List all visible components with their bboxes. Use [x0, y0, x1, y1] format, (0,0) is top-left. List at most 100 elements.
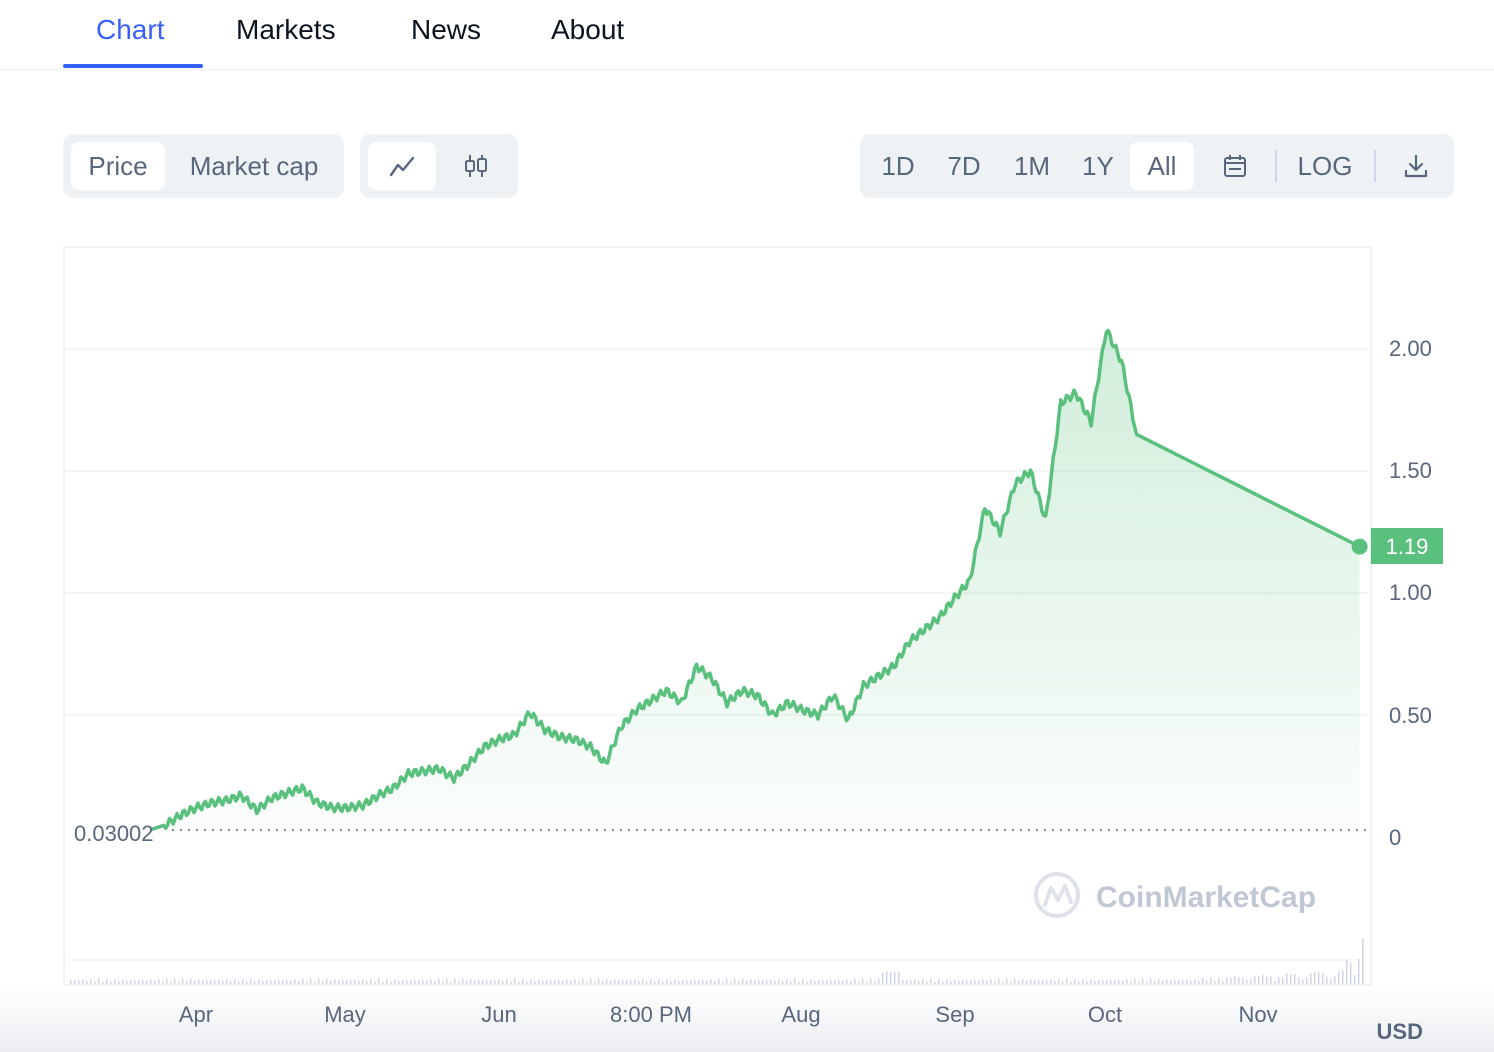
volume-bar [762, 979, 764, 984]
volume-bar [758, 979, 760, 984]
volume-bar [862, 979, 864, 984]
chart-type-toggle [360, 134, 518, 198]
volume-bar [494, 980, 496, 984]
volume-bar [1214, 980, 1216, 984]
volume-bar [1186, 979, 1188, 984]
volume-bar [470, 979, 472, 984]
volume-bar [1066, 979, 1068, 984]
volume-bar [1078, 981, 1080, 984]
volume-bar [70, 979, 72, 984]
volume-bar [506, 979, 508, 984]
volume-bar [1002, 981, 1004, 984]
volume-bar [1166, 979, 1168, 984]
volume-bar [670, 981, 672, 984]
volume-bar [358, 980, 360, 984]
x-tick-label: Jun [481, 1002, 516, 1027]
volume-bar [1070, 981, 1072, 984]
volume-bar [594, 981, 596, 984]
volume-bar [1270, 976, 1272, 984]
tab-news[interactable]: News [411, 14, 482, 45]
volume-bar [446, 979, 448, 984]
y-tick-label: 1.00 [1389, 580, 1432, 605]
volume-bar [874, 981, 876, 984]
log-scale-button[interactable]: LOG [1297, 151, 1353, 181]
volume-bar [198, 979, 200, 984]
volume-bar [730, 981, 732, 984]
volume-bar [906, 979, 908, 984]
tab-markets[interactable]: Markets [236, 14, 336, 45]
download-button[interactable] [1386, 142, 1446, 190]
volume-bar [334, 979, 336, 984]
volume-bar [170, 981, 172, 984]
tab-chart[interactable]: Chart [96, 14, 165, 45]
line-chart-button[interactable] [368, 142, 436, 190]
volume-bar [682, 979, 684, 984]
volume-bar [190, 979, 192, 984]
volume-bar [1322, 973, 1324, 984]
volume-bar [206, 979, 208, 984]
range-1m-button[interactable]: 1M [1013, 151, 1051, 181]
volume-bar [930, 979, 932, 984]
volume-bar [1358, 958, 1360, 984]
volume-bar [706, 980, 708, 984]
volume-bar [1114, 980, 1116, 984]
volume-bar [186, 981, 188, 984]
volume-bar [742, 979, 744, 984]
x-tick-label: Nov [1238, 1002, 1277, 1027]
bottom-shade [0, 986, 1494, 1052]
volume-bar [158, 979, 160, 984]
range-all-button[interactable]: All [1130, 142, 1194, 190]
tab-about[interactable]: About [551, 14, 625, 45]
volume-bar [106, 979, 108, 984]
candlestick-button[interactable] [442, 142, 510, 190]
volume-bar [1238, 977, 1240, 984]
range-1y-button[interactable]: 1Y [1082, 151, 1114, 181]
volume-bar [126, 980, 128, 984]
volume-bar [166, 979, 168, 984]
range-toolbar: 1D 7D 1M 1Y All LOG [860, 134, 1454, 198]
volume-bar [534, 980, 536, 984]
volume-bar [234, 979, 236, 984]
volume-bar [754, 980, 756, 984]
volume-bar [406, 980, 408, 984]
y-tick-label: 1.50 [1389, 458, 1432, 483]
volume-bar [674, 979, 676, 984]
volume-bar [1194, 979, 1196, 984]
volume-bar [1282, 977, 1284, 984]
volume-bar [734, 979, 736, 984]
volume-bar [94, 981, 96, 984]
volume-bar [822, 980, 824, 984]
volume-bar [530, 979, 532, 984]
volume-bar [990, 979, 992, 984]
volume-bar [602, 981, 604, 984]
active-tab-indicator [63, 64, 203, 68]
price-button[interactable]: Price [71, 142, 165, 190]
volume-bar [90, 979, 92, 984]
volume-bar [242, 979, 244, 984]
volume-bar [238, 981, 240, 984]
volume-bar [1190, 980, 1192, 984]
volume-bar [690, 979, 692, 984]
volume-bar [590, 979, 592, 984]
volume-bar [870, 979, 872, 984]
volume-bar [1062, 981, 1064, 984]
volume-bar [102, 981, 104, 984]
market-cap-button[interactable]: Market cap [189, 151, 319, 181]
date-range-button[interactable] [1204, 142, 1266, 190]
volume-bar [702, 979, 704, 984]
volume-bar [474, 980, 476, 984]
volume-bar [454, 979, 456, 984]
start-price-label: 0.03002 [74, 821, 154, 846]
volume-bar [422, 979, 424, 984]
volume-bar [342, 979, 344, 984]
volume-bar [1326, 977, 1328, 984]
volume-bar [714, 981, 716, 984]
volume-bar [814, 980, 816, 984]
range-7d-button[interactable]: 7D [947, 151, 981, 181]
volume-bar [1242, 977, 1244, 984]
volume-bar [1274, 981, 1276, 984]
range-1d-button[interactable]: 1D [881, 151, 915, 181]
volume-bar [570, 980, 572, 984]
volume-bar [798, 981, 800, 984]
